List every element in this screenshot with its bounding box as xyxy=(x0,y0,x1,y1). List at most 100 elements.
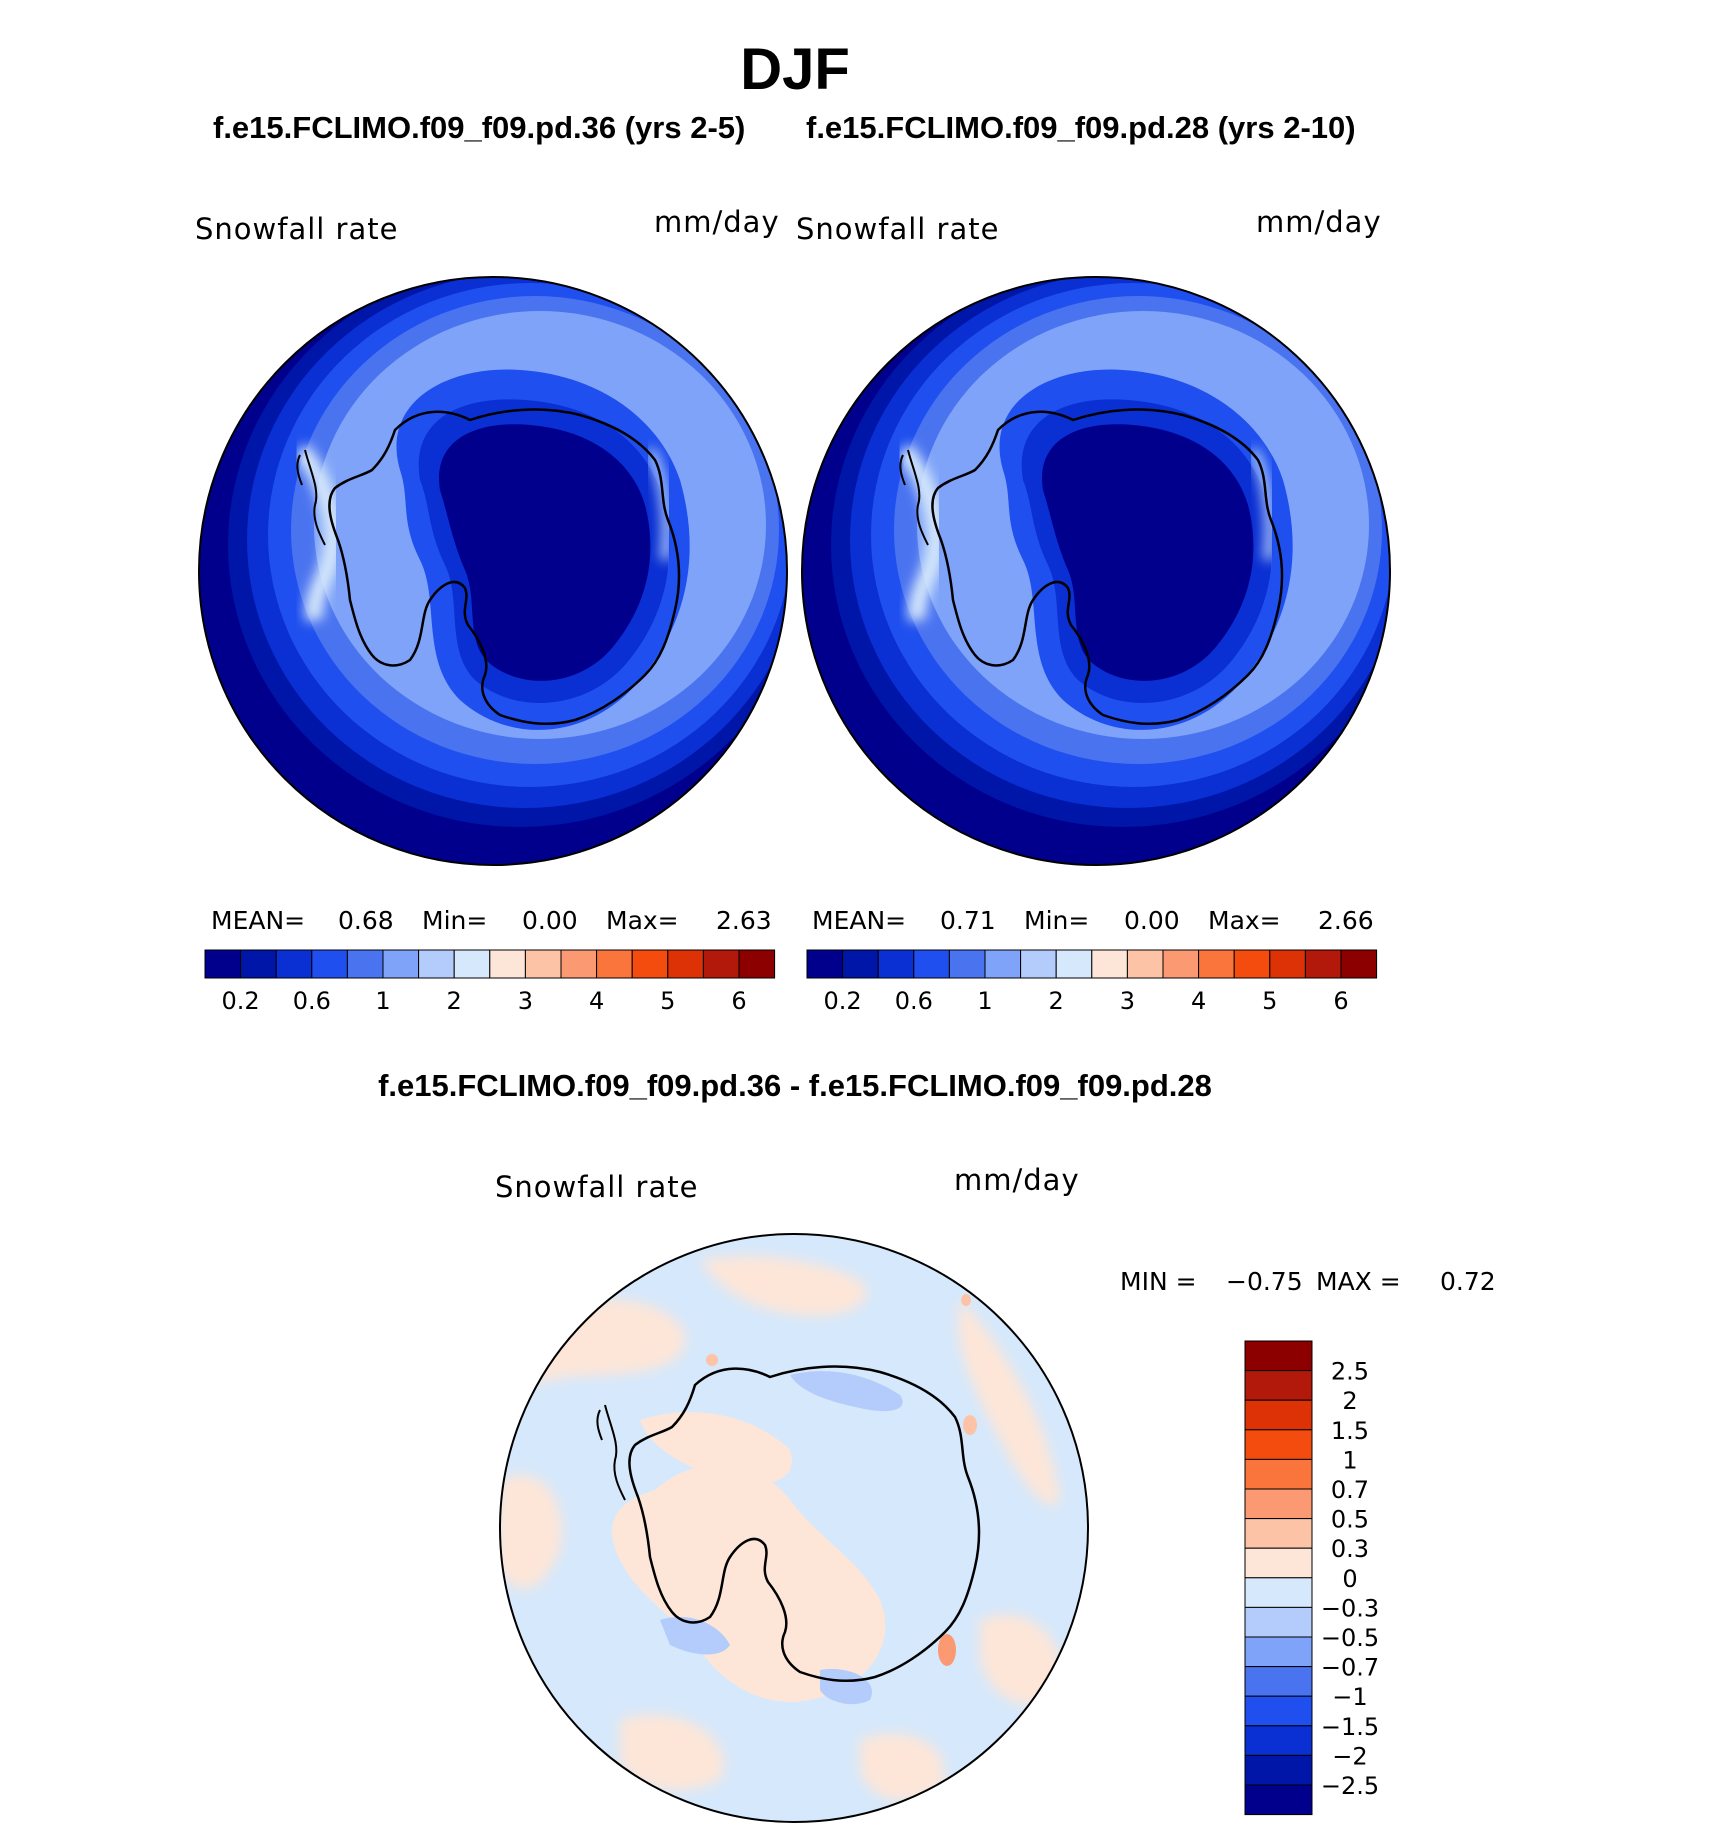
panel1-colorbar-box-13 xyxy=(667,949,704,979)
panel3-colorbar-box-13 xyxy=(1244,1725,1313,1756)
panel1-colorbar-tick: 5 xyxy=(660,987,675,1015)
panel3-colorbar-tick: 0.5 xyxy=(1331,1506,1369,1534)
panel3-map-border xyxy=(499,1233,1089,1823)
panel1-colorbar-box-4 xyxy=(346,949,384,979)
panel3-colorbar-box-12 xyxy=(1244,1695,1313,1727)
panel3-interior-pos xyxy=(612,1464,886,1702)
panel1-colorbar-tick: 3 xyxy=(518,987,533,1015)
panel3-neg-patch xyxy=(790,1371,903,1412)
panel3-colorbar-tick: 2.5 xyxy=(1331,1358,1369,1386)
panel1-colorbar-box-10 xyxy=(560,949,598,979)
panel1-colorbar-box-3 xyxy=(311,949,348,979)
panel1-colorbar-box-14 xyxy=(702,949,740,979)
panel3-colorbar-tick: 0.7 xyxy=(1331,1476,1369,1504)
panel3-colorbar-box-4 xyxy=(1244,1458,1313,1490)
panel3-map xyxy=(499,1233,1089,1823)
panel1-colorbar-box-12 xyxy=(631,949,669,979)
panel3-colorbar-box-2 xyxy=(1244,1399,1313,1431)
panel1-max-label: Max= xyxy=(606,906,679,935)
panel3-colorbar-tick: −2 xyxy=(1332,1742,1367,1770)
panel2-colorbar-tick: 0.2 xyxy=(824,987,862,1015)
panel3-colorbar-tick: 2 xyxy=(1342,1387,1357,1415)
panel2-colorbar-tick: 2 xyxy=(1049,987,1064,1015)
panel2-peninsula-halo xyxy=(896,443,945,623)
panel1-colorbar-box-11 xyxy=(596,949,633,979)
panel3-colorbar-tick: −2.5 xyxy=(1321,1772,1379,1800)
figure-title: DJF xyxy=(740,37,850,102)
panel3-colorbar-tick: −0.3 xyxy=(1321,1594,1379,1622)
panel2-colorbar-box-15 xyxy=(1340,949,1378,979)
panel3-peninsula xyxy=(596,1404,626,1501)
colorbars: 0.2 0.6 1 2 3 4 5 6 0.2 0.6 1 2 3 4 5 62.521.510.70.50.… xyxy=(204,949,1379,1816)
panel3-variable-label: Snowfall rate xyxy=(495,1170,699,1204)
panel1-colorbar-box-9 xyxy=(524,949,562,979)
panel2-colorbar-box-14 xyxy=(1304,949,1342,979)
panel1-colorbar-box-7 xyxy=(453,949,491,979)
panel3-colorbar-tick: 0.3 xyxy=(1331,1535,1369,1563)
panel1-min-value: 0.00 xyxy=(522,906,578,935)
panel3-max-spot xyxy=(938,1634,956,1666)
panel2-colorbar-tick: 6 xyxy=(1333,987,1348,1015)
panel1-colorbar-tick: 6 xyxy=(731,987,746,1015)
panel1-peninsula-halo xyxy=(293,443,342,623)
panel2-colorbar-box-7 xyxy=(1055,949,1093,979)
panel2-mean-label: MEAN= xyxy=(812,906,907,935)
panel3-colorbar-box-9 xyxy=(1244,1606,1313,1638)
panel2-colorbar-box-5 xyxy=(984,949,1022,979)
panel3-colorbar-box-1 xyxy=(1244,1370,1313,1401)
panel3-max-label: MAX = xyxy=(1316,1267,1401,1296)
panel3-colorbar-box-8 xyxy=(1244,1577,1313,1608)
panel3-colorbar-tick: −0.7 xyxy=(1321,1654,1379,1682)
panel3-max-value: 0.72 xyxy=(1440,1267,1496,1296)
panel3-colorbar-box-3 xyxy=(1244,1429,1313,1460)
panel1-mean-label: MEAN= xyxy=(211,906,306,935)
panel2-colorbar-box-10 xyxy=(1162,949,1200,979)
panel2-colorbar-box-0 xyxy=(806,949,844,979)
panel3-colorbar-tick: 1 xyxy=(1342,1446,1357,1474)
panel3-colorbar-box-14 xyxy=(1244,1754,1313,1786)
panel3-colorbar-box-6 xyxy=(1244,1518,1313,1549)
panel1-coastline xyxy=(328,408,681,726)
panel3-colorbar-box-7 xyxy=(1244,1547,1313,1579)
panel2-colorbar-box-11 xyxy=(1198,949,1235,979)
panel1-map xyxy=(198,276,788,866)
panel2-colorbar-tick: 5 xyxy=(1262,987,1277,1015)
panel3-colorbar-box-10 xyxy=(1244,1636,1313,1668)
panel3-coastline xyxy=(628,1365,981,1683)
panel1-map-border xyxy=(198,276,788,866)
panel1-colorbar-tick: 2 xyxy=(447,987,462,1015)
panel1-colorbar-box-8 xyxy=(489,949,526,979)
panel2-colorbar-tick: 3 xyxy=(1120,987,1135,1015)
panel3-colorbar-tick: −1.5 xyxy=(1321,1713,1379,1741)
panel1-mean-value: 0.68 xyxy=(338,906,394,935)
panel3-colorbar-tick: −1 xyxy=(1332,1683,1367,1711)
panel1-colorbar-box-0 xyxy=(204,949,242,979)
panel2-colorbar-box-2 xyxy=(877,949,915,979)
panel2-peninsula xyxy=(899,449,929,546)
panel3-colorbar-tick: 1.5 xyxy=(1331,1417,1369,1445)
panel2-max-value: 2.66 xyxy=(1318,906,1374,935)
panel2-mean-value: 0.71 xyxy=(940,906,996,935)
panel2-colorbar-box-6 xyxy=(1020,949,1057,979)
panel1-colorbar-tick: 0.2 xyxy=(222,987,260,1015)
panel3-min-value: −0.75 xyxy=(1226,1267,1303,1296)
panel2-map-border xyxy=(801,276,1391,866)
panel3-colorbar-box-5 xyxy=(1244,1488,1313,1520)
panel1-units-label: mm/day xyxy=(654,205,780,239)
panel3-colorbar-box-11 xyxy=(1244,1666,1313,1697)
panel2-min-value: 0.00 xyxy=(1124,906,1180,935)
case-b-title: f.e15.FCLIMO.f09_f09.pd.28 (yrs 2-10) xyxy=(806,110,1356,145)
panel1-min-label: Min= xyxy=(422,906,488,935)
panel2-min-label: Min= xyxy=(1024,906,1090,935)
panel3-colorbar-box-0 xyxy=(1244,1340,1313,1372)
panel2-colorbar-box-3 xyxy=(913,949,950,979)
panel1-colorbar-box-1 xyxy=(240,949,277,979)
panel2-coastline xyxy=(931,408,1284,726)
panel3-colorbar-tick: −0.5 xyxy=(1321,1624,1379,1652)
panel2-colorbar-box-12 xyxy=(1233,949,1271,979)
case-a-title: f.e15.FCLIMO.f09_f09.pd.36 (yrs 2-5) xyxy=(213,110,746,145)
panel1-colorbar-box-5 xyxy=(382,949,420,979)
panel2-colorbar-box-8 xyxy=(1091,949,1128,979)
panel1-interior xyxy=(439,424,651,681)
